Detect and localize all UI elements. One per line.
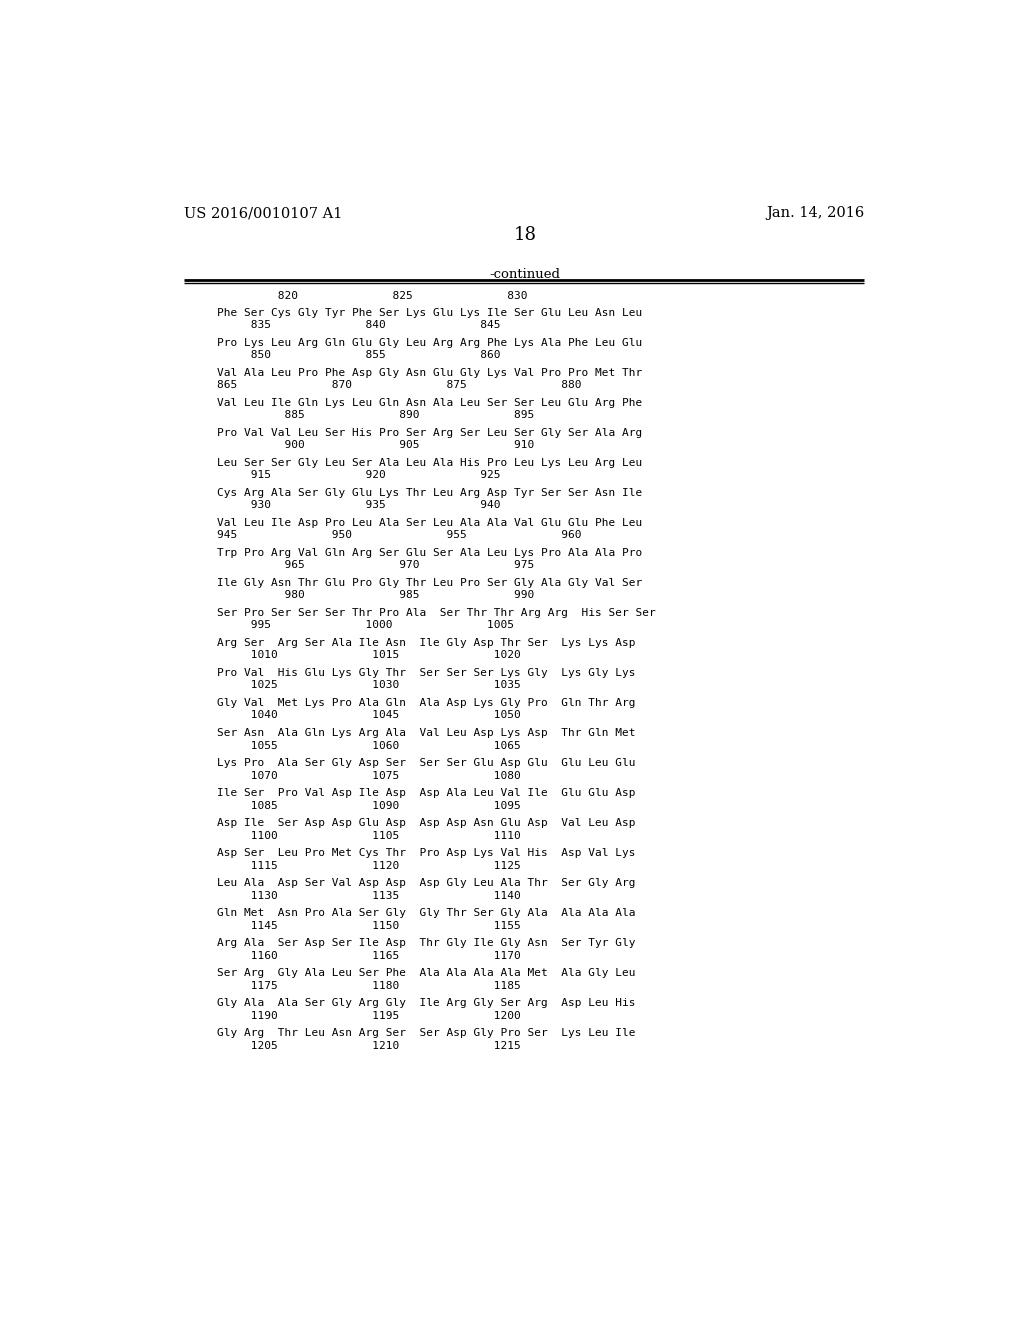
Text: Leu Ala  Asp Ser Val Asp Asp  Asp Gly Leu Ala Thr  Ser Gly Arg: Leu Ala Asp Ser Val Asp Asp Asp Gly Leu … [217, 878, 636, 888]
Text: 1205              1210              1215: 1205 1210 1215 [217, 1040, 521, 1051]
Text: Asp Ser  Leu Pro Met Cys Thr  Pro Asp Lys Val His  Asp Val Lys: Asp Ser Leu Pro Met Cys Thr Pro Asp Lys … [217, 849, 636, 858]
Text: Ile Gly Asn Thr Glu Pro Gly Thr Leu Pro Ser Gly Ala Gly Val Ser: Ile Gly Asn Thr Glu Pro Gly Thr Leu Pro … [217, 578, 642, 587]
Text: 835              840              845: 835 840 845 [217, 321, 501, 330]
Text: Pro Lys Leu Arg Gln Glu Gly Leu Arg Arg Phe Lys Ala Phe Leu Glu: Pro Lys Leu Arg Gln Glu Gly Leu Arg Arg … [217, 338, 642, 347]
Text: 1025              1030              1035: 1025 1030 1035 [217, 681, 521, 690]
Text: 930              935              940: 930 935 940 [217, 500, 501, 511]
Text: Val Leu Ile Asp Pro Leu Ala Ser Leu Ala Ala Val Glu Glu Phe Leu: Val Leu Ile Asp Pro Leu Ala Ser Leu Ala … [217, 517, 642, 528]
Text: 820              825              830: 820 825 830 [217, 290, 527, 301]
Text: Ser Pro Ser Ser Ser Thr Pro Ala  Ser Thr Thr Arg Arg  His Ser Ser: Ser Pro Ser Ser Ser Thr Pro Ala Ser Thr … [217, 609, 656, 618]
Text: Jan. 14, 2016: Jan. 14, 2016 [766, 206, 864, 220]
Text: US 2016/0010107 A1: US 2016/0010107 A1 [183, 206, 342, 220]
Text: Trp Pro Arg Val Gln Arg Ser Glu Ser Ala Leu Lys Pro Ala Ala Pro: Trp Pro Arg Val Gln Arg Ser Glu Ser Ala … [217, 548, 642, 558]
Text: Gly Val  Met Lys Pro Ala Gln  Ala Asp Lys Gly Pro  Gln Thr Arg: Gly Val Met Lys Pro Ala Gln Ala Asp Lys … [217, 698, 636, 708]
Text: 1040              1045              1050: 1040 1045 1050 [217, 710, 521, 721]
Text: Val Ala Leu Pro Phe Asp Gly Asn Glu Gly Lys Val Pro Pro Met Thr: Val Ala Leu Pro Phe Asp Gly Asn Glu Gly … [217, 368, 642, 378]
Text: 965              970              975: 965 970 975 [217, 561, 535, 570]
Text: 1190              1195              1200: 1190 1195 1200 [217, 1011, 521, 1020]
Text: 1055              1060              1065: 1055 1060 1065 [217, 741, 521, 751]
Text: Val Leu Ile Gln Lys Leu Gln Asn Ala Leu Ser Ser Leu Glu Arg Phe: Val Leu Ile Gln Lys Leu Gln Asn Ala Leu … [217, 397, 642, 408]
Text: Gln Met  Asn Pro Ala Ser Gly  Gly Thr Ser Gly Ala  Ala Ala Ala: Gln Met Asn Pro Ala Ser Gly Gly Thr Ser … [217, 908, 636, 919]
Text: 1010              1015              1020: 1010 1015 1020 [217, 651, 521, 660]
Text: Pro Val  His Glu Lys Gly Thr  Ser Ser Ser Lys Gly  Lys Gly Lys: Pro Val His Glu Lys Gly Thr Ser Ser Ser … [217, 668, 636, 678]
Text: Cys Arg Ala Ser Gly Glu Lys Thr Leu Arg Asp Tyr Ser Ser Asn Ile: Cys Arg Ala Ser Gly Glu Lys Thr Leu Arg … [217, 488, 642, 498]
Text: 945              950              955              960: 945 950 955 960 [217, 531, 582, 540]
Text: 885              890              895: 885 890 895 [217, 411, 535, 420]
Text: Asp Ile  Ser Asp Asp Glu Asp  Asp Asp Asn Glu Asp  Val Leu Asp: Asp Ile Ser Asp Asp Glu Asp Asp Asp Asn … [217, 818, 636, 828]
Text: 1070              1075              1080: 1070 1075 1080 [217, 771, 521, 780]
Text: Ser Arg  Gly Ala Leu Ser Phe  Ala Ala Ala Ala Met  Ala Gly Leu: Ser Arg Gly Ala Leu Ser Phe Ala Ala Ala … [217, 969, 636, 978]
Text: Leu Ser Ser Gly Leu Ser Ala Leu Ala His Pro Leu Lys Leu Arg Leu: Leu Ser Ser Gly Leu Ser Ala Leu Ala His … [217, 458, 642, 467]
Text: Arg Ser  Arg Ser Ala Ile Asn  Ile Gly Asp Thr Ser  Lys Lys Asp: Arg Ser Arg Ser Ala Ile Asn Ile Gly Asp … [217, 638, 636, 648]
Text: Phe Ser Cys Gly Tyr Phe Ser Lys Glu Lys Ile Ser Glu Leu Asn Leu: Phe Ser Cys Gly Tyr Phe Ser Lys Glu Lys … [217, 308, 642, 318]
Text: Lys Pro  Ala Ser Gly Asp Ser  Ser Ser Glu Asp Glu  Glu Leu Glu: Lys Pro Ala Ser Gly Asp Ser Ser Ser Glu … [217, 758, 636, 768]
Text: -continued: -continued [489, 268, 560, 281]
Text: 980              985              990: 980 985 990 [217, 590, 535, 601]
Text: Ser Asn  Ala Gln Lys Arg Ala  Val Leu Asp Lys Asp  Thr Gln Met: Ser Asn Ala Gln Lys Arg Ala Val Leu Asp … [217, 729, 636, 738]
Text: 1130              1135              1140: 1130 1135 1140 [217, 891, 521, 900]
Text: Ile Ser  Pro Val Asp Ile Asp  Asp Ala Leu Val Ile  Glu Glu Asp: Ile Ser Pro Val Asp Ile Asp Asp Ala Leu … [217, 788, 636, 799]
Text: 1085              1090              1095: 1085 1090 1095 [217, 800, 521, 810]
Text: 1145              1150              1155: 1145 1150 1155 [217, 921, 521, 931]
Text: 1115              1120              1125: 1115 1120 1125 [217, 861, 521, 871]
Text: Arg Ala  Ser Asp Ser Ile Asp  Thr Gly Ile Gly Asn  Ser Tyr Gly: Arg Ala Ser Asp Ser Ile Asp Thr Gly Ile … [217, 939, 636, 948]
Text: 900              905              910: 900 905 910 [217, 441, 535, 450]
Text: 850              855              860: 850 855 860 [217, 350, 501, 360]
Text: 915              920              925: 915 920 925 [217, 470, 501, 480]
Text: 1160              1165              1170: 1160 1165 1170 [217, 950, 521, 961]
Text: 865              870              875              880: 865 870 875 880 [217, 380, 582, 391]
Text: 1175              1180              1185: 1175 1180 1185 [217, 981, 521, 991]
Text: 995              1000              1005: 995 1000 1005 [217, 620, 514, 631]
Text: Gly Arg  Thr Leu Asn Arg Ser  Ser Asp Gly Pro Ser  Lys Leu Ile: Gly Arg Thr Leu Asn Arg Ser Ser Asp Gly … [217, 1028, 636, 1039]
Text: Pro Val Val Leu Ser His Pro Ser Arg Ser Leu Ser Gly Ser Ala Arg: Pro Val Val Leu Ser His Pro Ser Arg Ser … [217, 428, 642, 438]
Text: 18: 18 [513, 226, 537, 244]
Text: Gly Ala  Ala Ser Gly Arg Gly  Ile Arg Gly Ser Arg  Asp Leu His: Gly Ala Ala Ser Gly Arg Gly Ile Arg Gly … [217, 998, 636, 1008]
Text: 1100              1105              1110: 1100 1105 1110 [217, 830, 521, 841]
